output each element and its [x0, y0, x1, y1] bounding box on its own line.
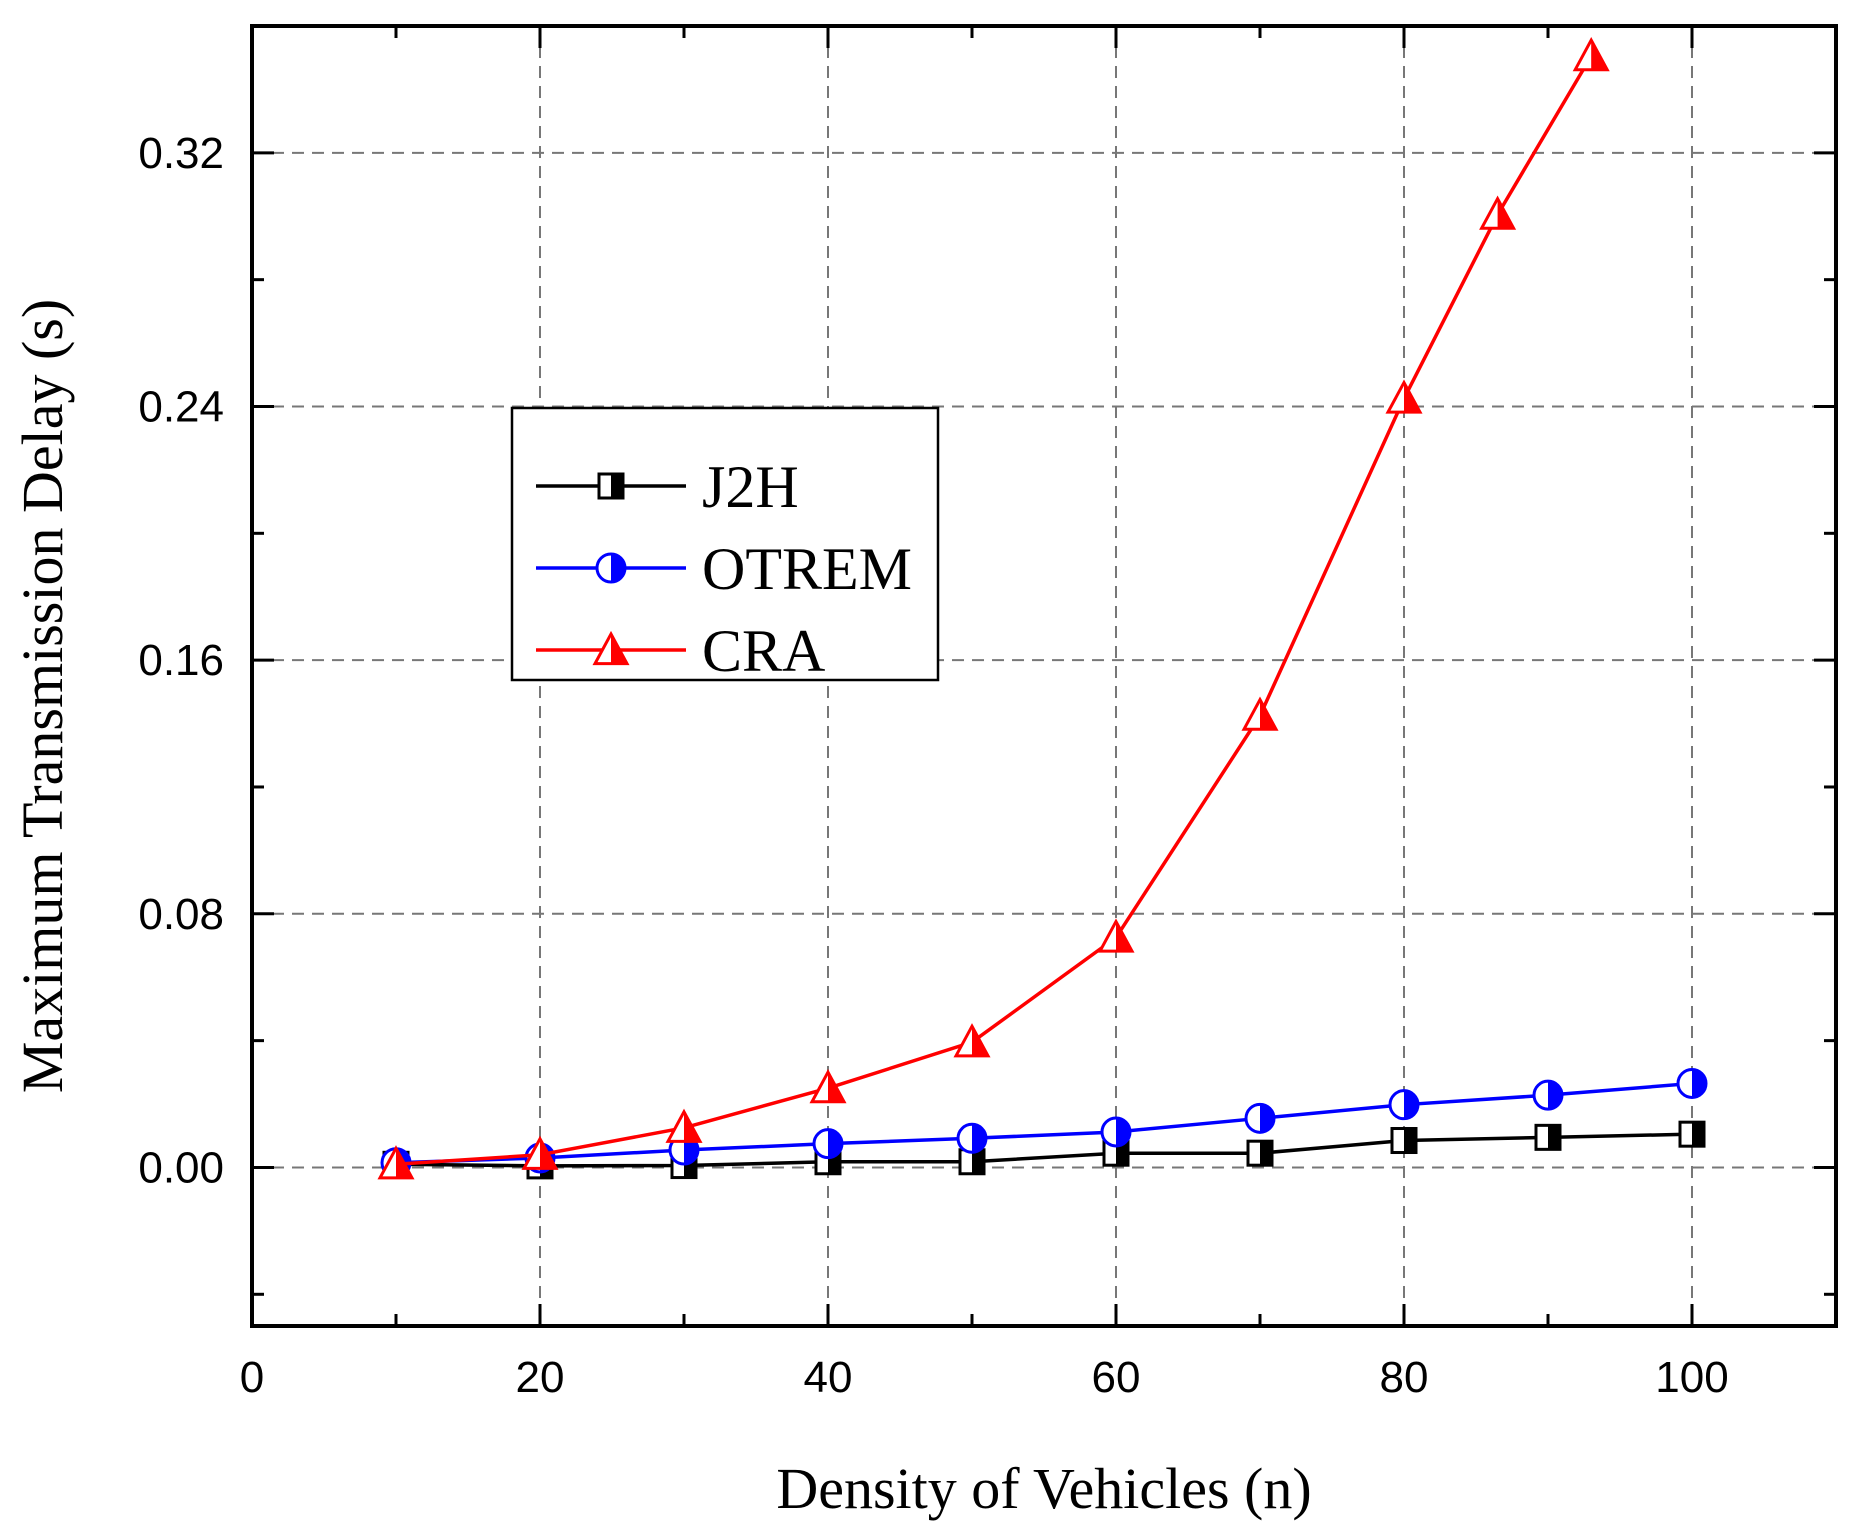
data-point-cra: [1241, 696, 1279, 731]
y-tick-label: 0.08: [138, 890, 224, 939]
data-point-otrem: [1532, 1079, 1564, 1111]
y-tick-label: 0.00: [138, 1143, 224, 1192]
x-tick-label: 40: [804, 1353, 853, 1402]
legend-item-j2h: J2H: [536, 454, 799, 520]
data-point-j2h: [1246, 1139, 1274, 1167]
data-point-cra: [1479, 195, 1517, 230]
x-tick-label: 0: [240, 1353, 264, 1402]
x-tick-label: 60: [1092, 1353, 1141, 1402]
legend-label-cra: CRA: [702, 618, 825, 684]
x-axis-title: Density of Vehicles (n): [776, 1456, 1311, 1521]
series-line-j2h: [395, 1132, 1693, 1168]
plot-frame: [250, 24, 1838, 1328]
series-line-otrem: [395, 1081, 1693, 1165]
data-point-otrem: [668, 1134, 700, 1166]
data-point-otrem: [956, 1122, 988, 1154]
axis-ticks: [250, 26, 1836, 1326]
data-point-cra: [521, 1135, 559, 1170]
data-point-otrem: [1388, 1089, 1420, 1121]
legend-box: [510, 406, 940, 682]
tick-labels: 0 20 40 60 80 100 0.00 0.08 0.16 0.24 0.32: [138, 129, 1728, 1402]
data-point-otrem: [1100, 1116, 1132, 1148]
series-layer: [377, 36, 1708, 1180]
legend-label-otrem: OTREM: [702, 536, 912, 602]
y-axis-title: Maximum Transmission Delay (s): [10, 299, 75, 1093]
data-point-cra: [1572, 36, 1610, 72]
legend-item-cra: CRA: [536, 618, 825, 684]
x-tick-label: 80: [1380, 1353, 1429, 1402]
x-tick-label: 20: [516, 1353, 565, 1402]
y-tick-label: 0.32: [138, 129, 224, 178]
legend-marker-j2h: [597, 472, 625, 500]
legend-item-otrem: OTREM: [536, 536, 912, 602]
y-tick-label: 0.24: [138, 382, 224, 431]
data-point-j2h: [1390, 1127, 1418, 1155]
data-point-otrem: [1676, 1067, 1708, 1099]
data-point-otrem: [812, 1128, 844, 1160]
data-point-j2h: [1534, 1123, 1562, 1151]
series-cra: [377, 36, 1610, 1180]
data-point-cra: [665, 1108, 703, 1143]
series-line-cra: [395, 55, 1593, 1167]
legend-marker-otrem: [595, 552, 627, 584]
data-point-cra: [377, 1145, 415, 1180]
legend-label-j2h: J2H: [702, 454, 799, 520]
data-point-j2h: [1678, 1120, 1706, 1148]
data-point-otrem: [1244, 1102, 1276, 1134]
data-point-cra: [953, 1023, 991, 1058]
data-point-cra: [809, 1069, 847, 1104]
data-point-cra: [1097, 918, 1135, 953]
y-tick-label: 0.16: [138, 636, 224, 685]
x-tick-label: 100: [1655, 1353, 1728, 1402]
legend: J2H OTREM CRA: [510, 406, 940, 684]
legend-marker-cra: [592, 630, 630, 666]
data-point-cra: [1385, 379, 1423, 414]
